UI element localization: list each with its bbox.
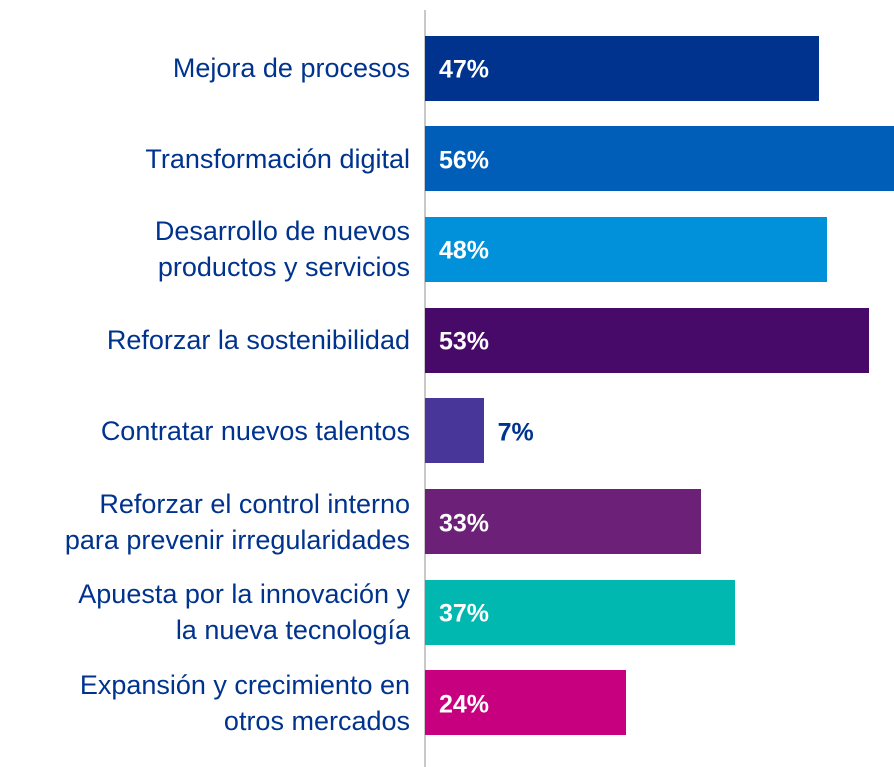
bar [425, 307, 869, 373]
category-label: Transformación digital [145, 143, 410, 174]
bar [425, 579, 735, 645]
category-label: Reforzar la sostenibilidad [106, 325, 410, 356]
category-label: Desarrollo de nuevos productos y servici… [154, 216, 410, 283]
bar [425, 35, 819, 101]
bar [425, 126, 894, 192]
axis-line [424, 10, 426, 767]
value-label: 56% [439, 146, 490, 175]
category-label: Apuesta por la innovación y la nueva tec… [78, 579, 410, 646]
bar [425, 489, 702, 554]
bar [425, 670, 626, 736]
value-label: 24% [439, 690, 490, 719]
value-label: 37% [439, 599, 490, 628]
value-label: 48% [439, 236, 490, 265]
value-label: 33% [439, 509, 490, 537]
category-label: Contratar nuevos talentos [100, 415, 410, 446]
category-label: Expansión y crecimiento en otros mercado… [79, 669, 410, 736]
value-label: 7% [497, 418, 534, 447]
category-label: Reforzar el control interno para preveni… [64, 488, 410, 555]
bar [425, 216, 827, 282]
value-label: 53% [439, 327, 490, 356]
category-label: Mejora de procesos [172, 53, 410, 83]
value-label: 47% [439, 55, 490, 84]
bar [425, 398, 484, 464]
